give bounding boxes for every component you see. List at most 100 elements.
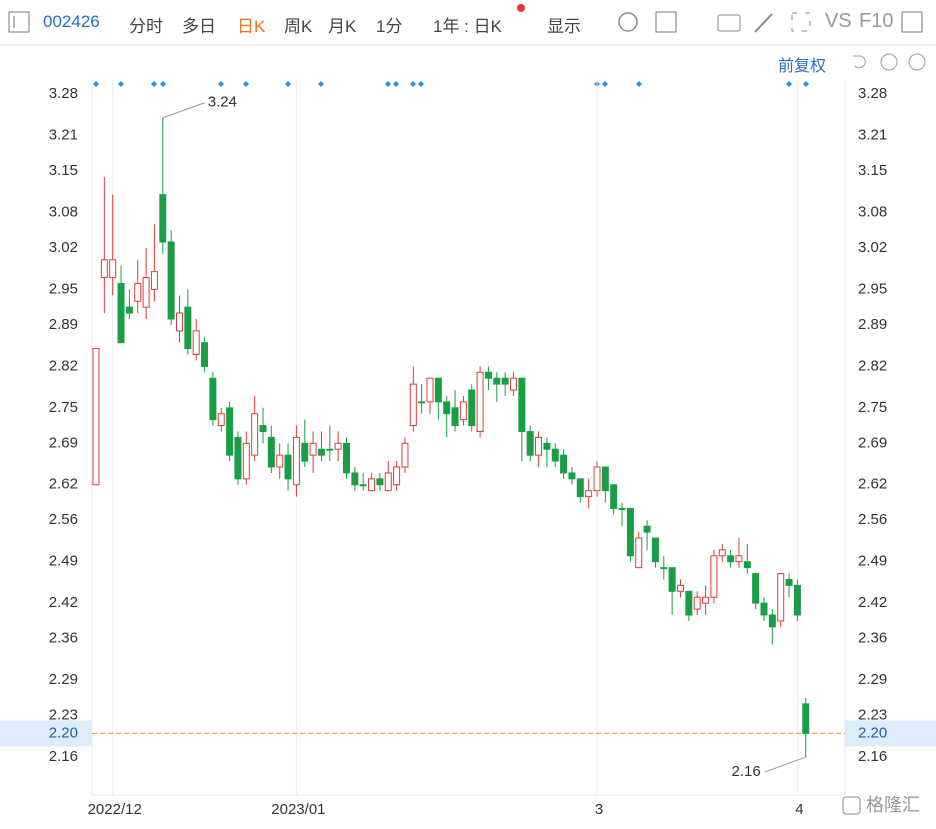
zoom-out[interactable] xyxy=(880,53,898,71)
min-leader xyxy=(764,756,806,773)
tab[interactable]: 月K xyxy=(328,17,357,36)
display-select[interactable]: 显示 xyxy=(547,17,581,36)
candle-body xyxy=(651,537,659,563)
candle-body xyxy=(484,371,492,379)
candle-body xyxy=(309,442,317,456)
y-tick-label: 2.29 xyxy=(49,671,78,688)
candle-body xyxy=(718,549,726,557)
candle-body xyxy=(393,466,401,486)
pen-icon[interactable] xyxy=(754,13,773,33)
candle-body xyxy=(743,561,751,569)
event-marker[interactable] xyxy=(93,81,809,87)
candle-body xyxy=(585,490,593,498)
watermark: 格隆汇 xyxy=(866,795,920,815)
candle-body xyxy=(234,436,242,480)
y2-tick-label: 2.62 xyxy=(858,476,887,493)
zoom-in[interactable] xyxy=(908,53,926,71)
candle-body xyxy=(343,442,350,474)
candle-body xyxy=(326,448,334,451)
candle-body xyxy=(301,442,309,462)
candle-body xyxy=(359,484,367,487)
candle-body xyxy=(109,259,117,279)
y2-tick-label: 2.82 xyxy=(858,357,887,374)
candle-body xyxy=(276,454,284,468)
price-tag-bg xyxy=(845,720,936,747)
y-tick-label: 2.42 xyxy=(49,594,78,611)
candle-body xyxy=(768,614,776,628)
candle-body xyxy=(777,573,785,622)
candle-body xyxy=(117,282,125,344)
tab[interactable]: 分时 xyxy=(129,17,163,36)
candle-body xyxy=(150,271,158,290)
camera-icon[interactable] xyxy=(717,14,741,32)
x-tick-label: 2022/12 xyxy=(88,801,142,818)
event-markers xyxy=(93,81,809,87)
candle-body xyxy=(702,596,710,604)
y-tick-label: 2.49 xyxy=(49,553,78,570)
y-tick-label: 2.56 xyxy=(49,511,78,528)
f10-button[interactable]: F10 xyxy=(859,10,894,32)
candle-body xyxy=(510,377,517,391)
settings-icon[interactable] xyxy=(618,12,638,32)
y-tick-label: 2.16 xyxy=(49,748,78,765)
candle-body xyxy=(159,194,167,243)
y2-tick-label: 2.56 xyxy=(858,511,887,528)
y-tick-label: 3.08 xyxy=(49,203,78,220)
tab-active[interactable]: 日K xyxy=(237,17,266,36)
y-tick-label: 2.23 xyxy=(49,707,78,724)
color-box[interactable] xyxy=(655,11,677,33)
panel-icon[interactable] xyxy=(901,11,923,33)
candle-body xyxy=(560,454,568,474)
tab[interactable]: 周K xyxy=(284,17,313,36)
candle-body xyxy=(551,448,559,462)
candle-body xyxy=(568,472,576,480)
candle-body xyxy=(802,703,810,734)
candle-body xyxy=(226,407,234,456)
y2-tick-label: 3.28 xyxy=(858,85,887,102)
y-tick-label: 2.62 xyxy=(49,476,78,493)
candle-body xyxy=(618,507,626,510)
period-select[interactable]: 1年 : 日K xyxy=(433,17,502,36)
adjust-select[interactable]: 前复权 xyxy=(778,58,827,75)
candle-body xyxy=(418,401,426,404)
tab[interactable]: 多日 xyxy=(182,17,216,36)
candle-body xyxy=(167,241,175,320)
fullscreen-icon[interactable] xyxy=(791,12,811,32)
candle-body xyxy=(459,401,467,421)
candle-body xyxy=(643,525,651,533)
candle-body xyxy=(710,555,718,598)
y2-tick-label: 2.29 xyxy=(858,671,887,688)
y2-tick-label: 2.42 xyxy=(858,594,887,611)
y2-tick-label: 2.95 xyxy=(858,280,887,297)
candle-body xyxy=(476,371,484,432)
candle-body xyxy=(735,555,743,563)
y2-tick-label: 3.15 xyxy=(858,162,887,179)
candle-body xyxy=(242,442,250,480)
minute-select[interactable]: 1分 xyxy=(376,17,403,36)
y-tick-label: 3.02 xyxy=(49,239,78,256)
candle-body xyxy=(535,436,543,456)
stock-code[interactable]: 002426 xyxy=(43,12,100,31)
candle-body xyxy=(368,478,376,492)
candle-body xyxy=(384,472,392,492)
candle-body xyxy=(292,436,300,486)
candle-body xyxy=(134,282,142,302)
candle-body xyxy=(192,330,200,356)
candle-body xyxy=(601,466,609,492)
x-tick-label: 3 xyxy=(595,801,603,818)
menu-icon[interactable] xyxy=(8,11,30,33)
y2-tick-label: 3.02 xyxy=(858,239,887,256)
vs-button[interactable]: VS xyxy=(825,10,852,32)
candle-body xyxy=(376,478,384,486)
y2-tick-label: 3.21 xyxy=(858,126,887,143)
candle-body xyxy=(217,413,225,427)
y-tick-label: 2.69 xyxy=(49,434,78,451)
undo-icon[interactable] xyxy=(853,55,866,69)
candle-body xyxy=(668,567,676,592)
max-label: 3.24 xyxy=(208,94,237,111)
candle-body xyxy=(251,413,259,456)
candle-body xyxy=(760,602,768,616)
candle-body xyxy=(635,537,643,569)
